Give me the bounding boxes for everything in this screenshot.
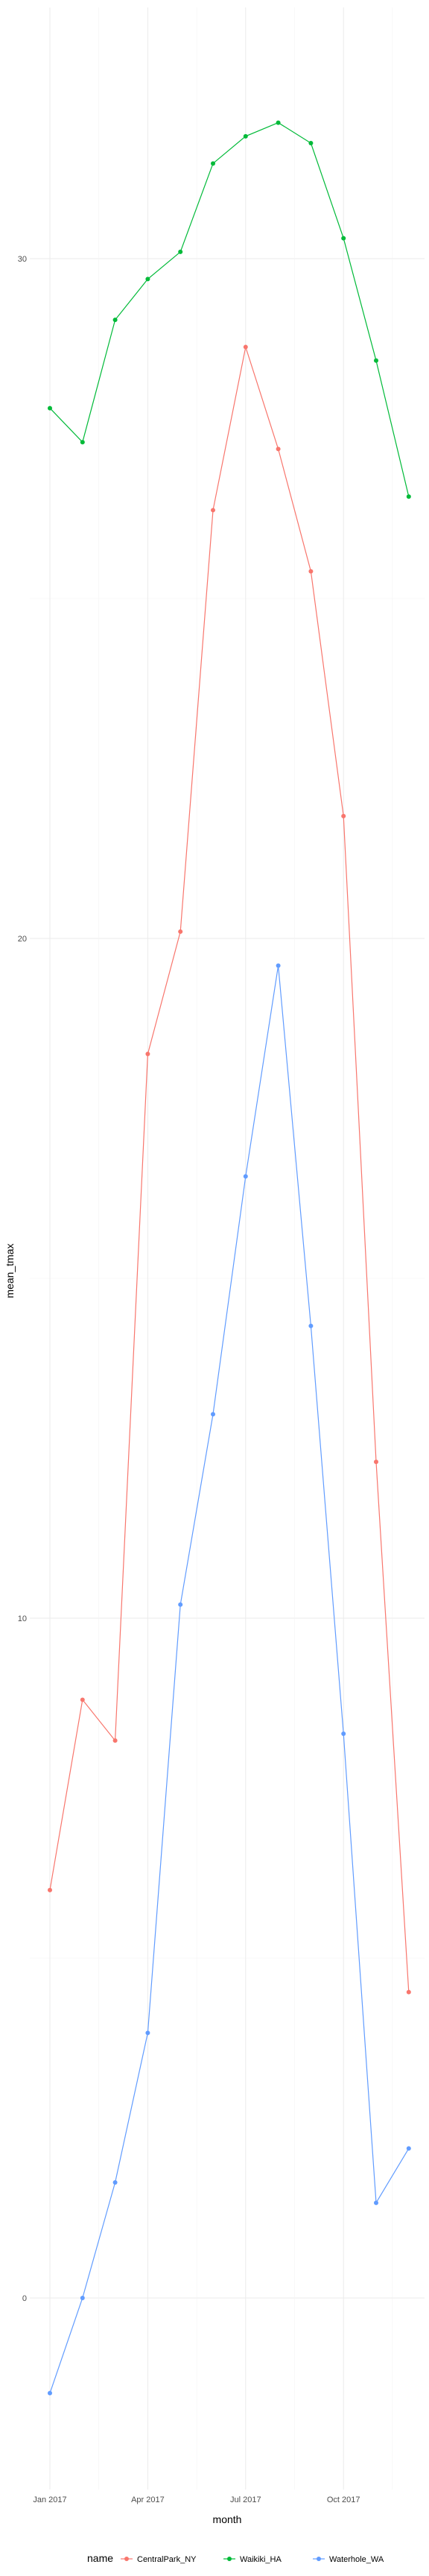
data-point-Waikiki_HA xyxy=(374,358,378,363)
legend-label: CentralPark_NY xyxy=(137,2555,197,2564)
data-point-Waikiki_HA xyxy=(112,318,118,323)
data-point-Waterhole_WA xyxy=(80,2296,85,2300)
data-point-Waikiki_HA xyxy=(243,133,248,139)
x-tick-label: Jan 2017 xyxy=(33,2496,66,2504)
data-point-CentralPark_NY xyxy=(48,1887,52,1892)
data-point-Waikiki_HA xyxy=(341,236,346,241)
data-point-CentralPark_NY xyxy=(211,508,215,513)
data-point-Waikiki_HA xyxy=(80,440,85,445)
series-line-Waikiki_HA xyxy=(49,121,410,497)
data-point-CentralPark_NY xyxy=(243,344,248,350)
x-tick-label: Oct 2017 xyxy=(327,2496,360,2504)
axes: 0 10 20 30 Jan 2017 Apr 2017 Jul 2017 Oct 2017 xyxy=(18,255,360,2504)
data-point-Waterhole_WA xyxy=(374,2200,378,2206)
data-point-Waikiki_HA xyxy=(276,120,281,125)
data-point-CentralPark_NY xyxy=(374,1459,378,1465)
series-line-CentralPark_NY xyxy=(49,345,410,1992)
data-point-Waterhole_WA xyxy=(243,1174,248,1179)
data-point-CentralPark_NY xyxy=(145,1052,150,1057)
data-point-CentralPark_NY xyxy=(406,1989,411,1995)
data-point-CentralPark_NY xyxy=(80,1697,85,1702)
data-point-Waterhole_WA xyxy=(308,1323,314,1328)
legend-key-point xyxy=(227,2557,232,2561)
series-layer xyxy=(48,120,411,2396)
legend-key-point xyxy=(124,2557,129,2561)
data-point-Waterhole_WA xyxy=(178,1602,183,1607)
data-point-Waikiki_HA xyxy=(48,405,52,411)
data-point-Waterhole_WA xyxy=(341,1731,346,1737)
legend-key-point xyxy=(317,2557,321,2561)
legend-title: name xyxy=(87,2552,113,2564)
series-line-Waterhole_WA xyxy=(49,965,410,2393)
data-point-CentralPark_NY xyxy=(341,813,346,818)
data-point-Waterhole_WA xyxy=(406,2146,411,2151)
data-point-Waikiki_HA xyxy=(178,249,183,254)
legend: name CentralPark_NY Waikiki_HA Waterhole_W… xyxy=(87,2552,384,2564)
data-point-Waikiki_HA xyxy=(145,277,150,282)
data-point-Waikiki_HA xyxy=(406,494,411,499)
y-tick-label: 20 xyxy=(18,935,27,944)
data-point-Waterhole_WA xyxy=(276,963,281,968)
data-point-Waterhole_WA xyxy=(145,2030,150,2036)
x-tick-label: Apr 2017 xyxy=(131,2496,165,2504)
legend-label: Waterhole_WA xyxy=(329,2555,384,2564)
x-tick-label: Jul 2017 xyxy=(230,2496,261,2504)
y-tick-label: 30 xyxy=(18,255,27,264)
y-axis-title: mean_tmax xyxy=(4,1243,16,1298)
data-point-Waterhole_WA xyxy=(211,1412,215,1417)
data-point-Waterhole_WA xyxy=(48,2390,52,2396)
data-point-CentralPark_NY xyxy=(178,929,183,934)
legend-label: Waikiki_HA xyxy=(240,2555,282,2564)
data-point-CentralPark_NY xyxy=(112,1738,118,1743)
y-tick-label: 0 xyxy=(22,2294,27,2303)
data-point-Waikiki_HA xyxy=(211,161,215,166)
data-point-Waterhole_WA xyxy=(112,2179,118,2185)
y-tick-label: 10 xyxy=(18,1614,27,1623)
x-axis-title: month xyxy=(213,2513,242,2525)
data-point-CentralPark_NY xyxy=(276,446,281,452)
grid xyxy=(30,7,425,2490)
data-point-Waikiki_HA xyxy=(308,140,314,145)
data-point-CentralPark_NY xyxy=(308,569,314,574)
